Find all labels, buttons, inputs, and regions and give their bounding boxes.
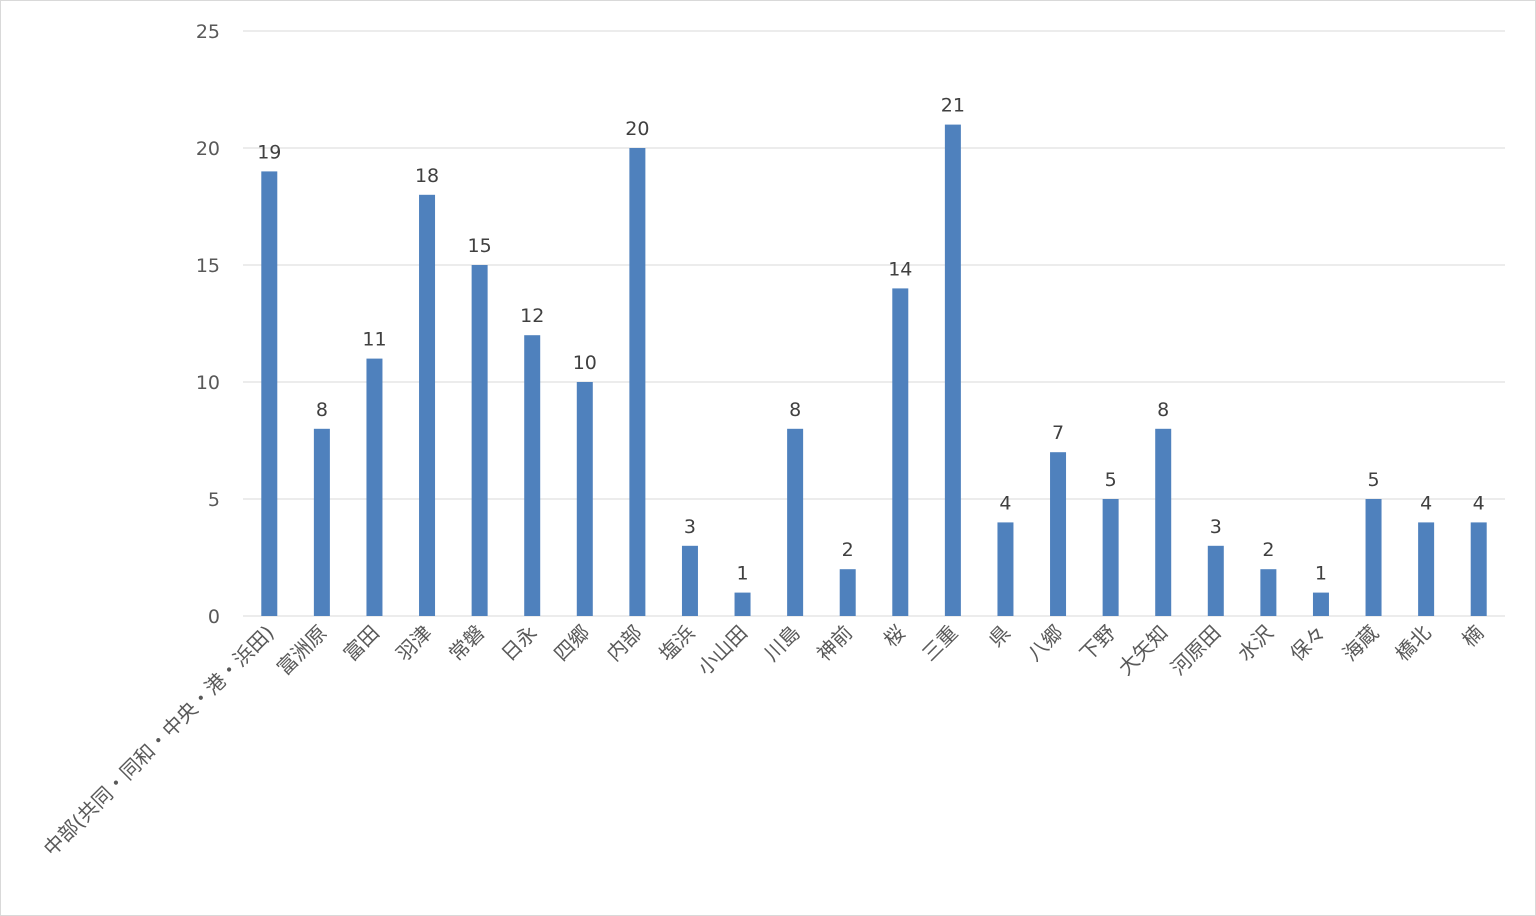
x-tick-label: 保々: [1285, 621, 1330, 666]
y-tick-label: 15: [196, 255, 220, 277]
bar: [1207, 545, 1224, 616]
data-label: 4: [1420, 492, 1432, 514]
x-tick-label: 下野: [1075, 621, 1120, 666]
x-tick-label: 県: [984, 621, 1015, 652]
x-tick-label: 楠: [1457, 621, 1488, 652]
x-tick-label: 大矢知: [1113, 621, 1172, 680]
x-tick-label: 川島: [759, 621, 804, 666]
data-label: 8: [316, 399, 328, 421]
x-tick-label: 中部(共同・同和・中央・港・浜田): [39, 621, 279, 861]
bar: [524, 335, 541, 616]
x-tick-label: 三重: [917, 621, 962, 666]
x-tick-label: 橋北: [1390, 621, 1435, 666]
y-tick-label: 10: [196, 372, 220, 394]
bar: [1102, 499, 1119, 616]
x-tick-label: 四郷: [549, 621, 594, 666]
data-label: 8: [1157, 399, 1169, 421]
bar: [313, 428, 330, 616]
bar: [1312, 592, 1329, 616]
gridlines: [243, 30, 1505, 617]
data-label: 12: [520, 305, 544, 327]
data-label: 7: [1052, 422, 1064, 444]
bar: [1418, 522, 1435, 616]
data-label: 10: [573, 352, 597, 374]
x-tick-label: 水沢: [1233, 621, 1278, 666]
bar: [419, 194, 436, 617]
x-tick-label: 神前: [812, 621, 857, 666]
bar: [1365, 499, 1382, 616]
bar: [629, 148, 646, 616]
bar: [1260, 569, 1277, 616]
bar: [576, 382, 593, 616]
y-tick-label: 25: [196, 21, 220, 43]
data-label: 5: [1367, 469, 1379, 491]
y-tick-label: 5: [208, 489, 220, 511]
data-label: 2: [842, 539, 854, 561]
bar: [734, 592, 751, 616]
bar: [1155, 428, 1172, 616]
x-tick-label: 富洲原: [272, 621, 331, 680]
y-tick-label: 20: [196, 138, 220, 160]
data-label: 20: [625, 118, 649, 140]
bars: [261, 124, 1487, 617]
data-label: 4: [1473, 492, 1485, 514]
x-tick-label: 羽津: [391, 621, 436, 666]
x-tick-label: 桜: [879, 621, 910, 652]
bar: [366, 358, 383, 616]
bar: [839, 569, 856, 616]
x-tick-label: 河原田: [1166, 621, 1225, 680]
data-label: 8: [789, 399, 801, 421]
bar: [1050, 452, 1067, 616]
bar: [997, 522, 1014, 616]
data-label: 19: [257, 141, 281, 163]
x-axis-ticks: 中部(共同・同和・中央・港・浜田)富洲原 富田 羽津 常磐 日永 四郷 内部 塩浜小山田 川島神…: [39, 621, 1489, 861]
bar: [471, 265, 488, 616]
data-label: 1: [736, 563, 748, 585]
bar: [681, 545, 698, 616]
data-label: 15: [468, 235, 492, 257]
bar: [787, 428, 804, 616]
x-tick-label: 小山田: [693, 621, 752, 680]
data-label: 1: [1315, 563, 1327, 585]
x-tick-label: 常磐: [444, 621, 489, 666]
bar: [944, 124, 961, 616]
x-tick-label: 日永: [496, 621, 541, 666]
data-label: 2: [1262, 539, 1274, 561]
y-tick-label: 0: [208, 606, 220, 628]
data-label: 18: [415, 165, 439, 187]
bar: [1470, 522, 1487, 616]
x-tick-label: 海蔵: [1338, 621, 1383, 666]
data-label: 21: [941, 95, 965, 117]
data-label: 14: [888, 258, 912, 280]
data-label: 4: [999, 492, 1011, 514]
x-tick-label: 八郷: [1022, 621, 1067, 666]
data-label: 5: [1105, 469, 1117, 491]
data-label: 3: [684, 516, 696, 538]
data-label: 3: [1210, 516, 1222, 538]
bar: [892, 288, 909, 616]
x-tick-label: 富田: [339, 621, 384, 666]
x-tick-label: 塩浜: [654, 621, 699, 666]
y-axis-ticks: 0 5 10 15 20 25: [196, 21, 220, 628]
data-label: 11: [362, 329, 386, 351]
x-tick-label: 内部: [602, 621, 647, 666]
bar: [261, 171, 278, 616]
